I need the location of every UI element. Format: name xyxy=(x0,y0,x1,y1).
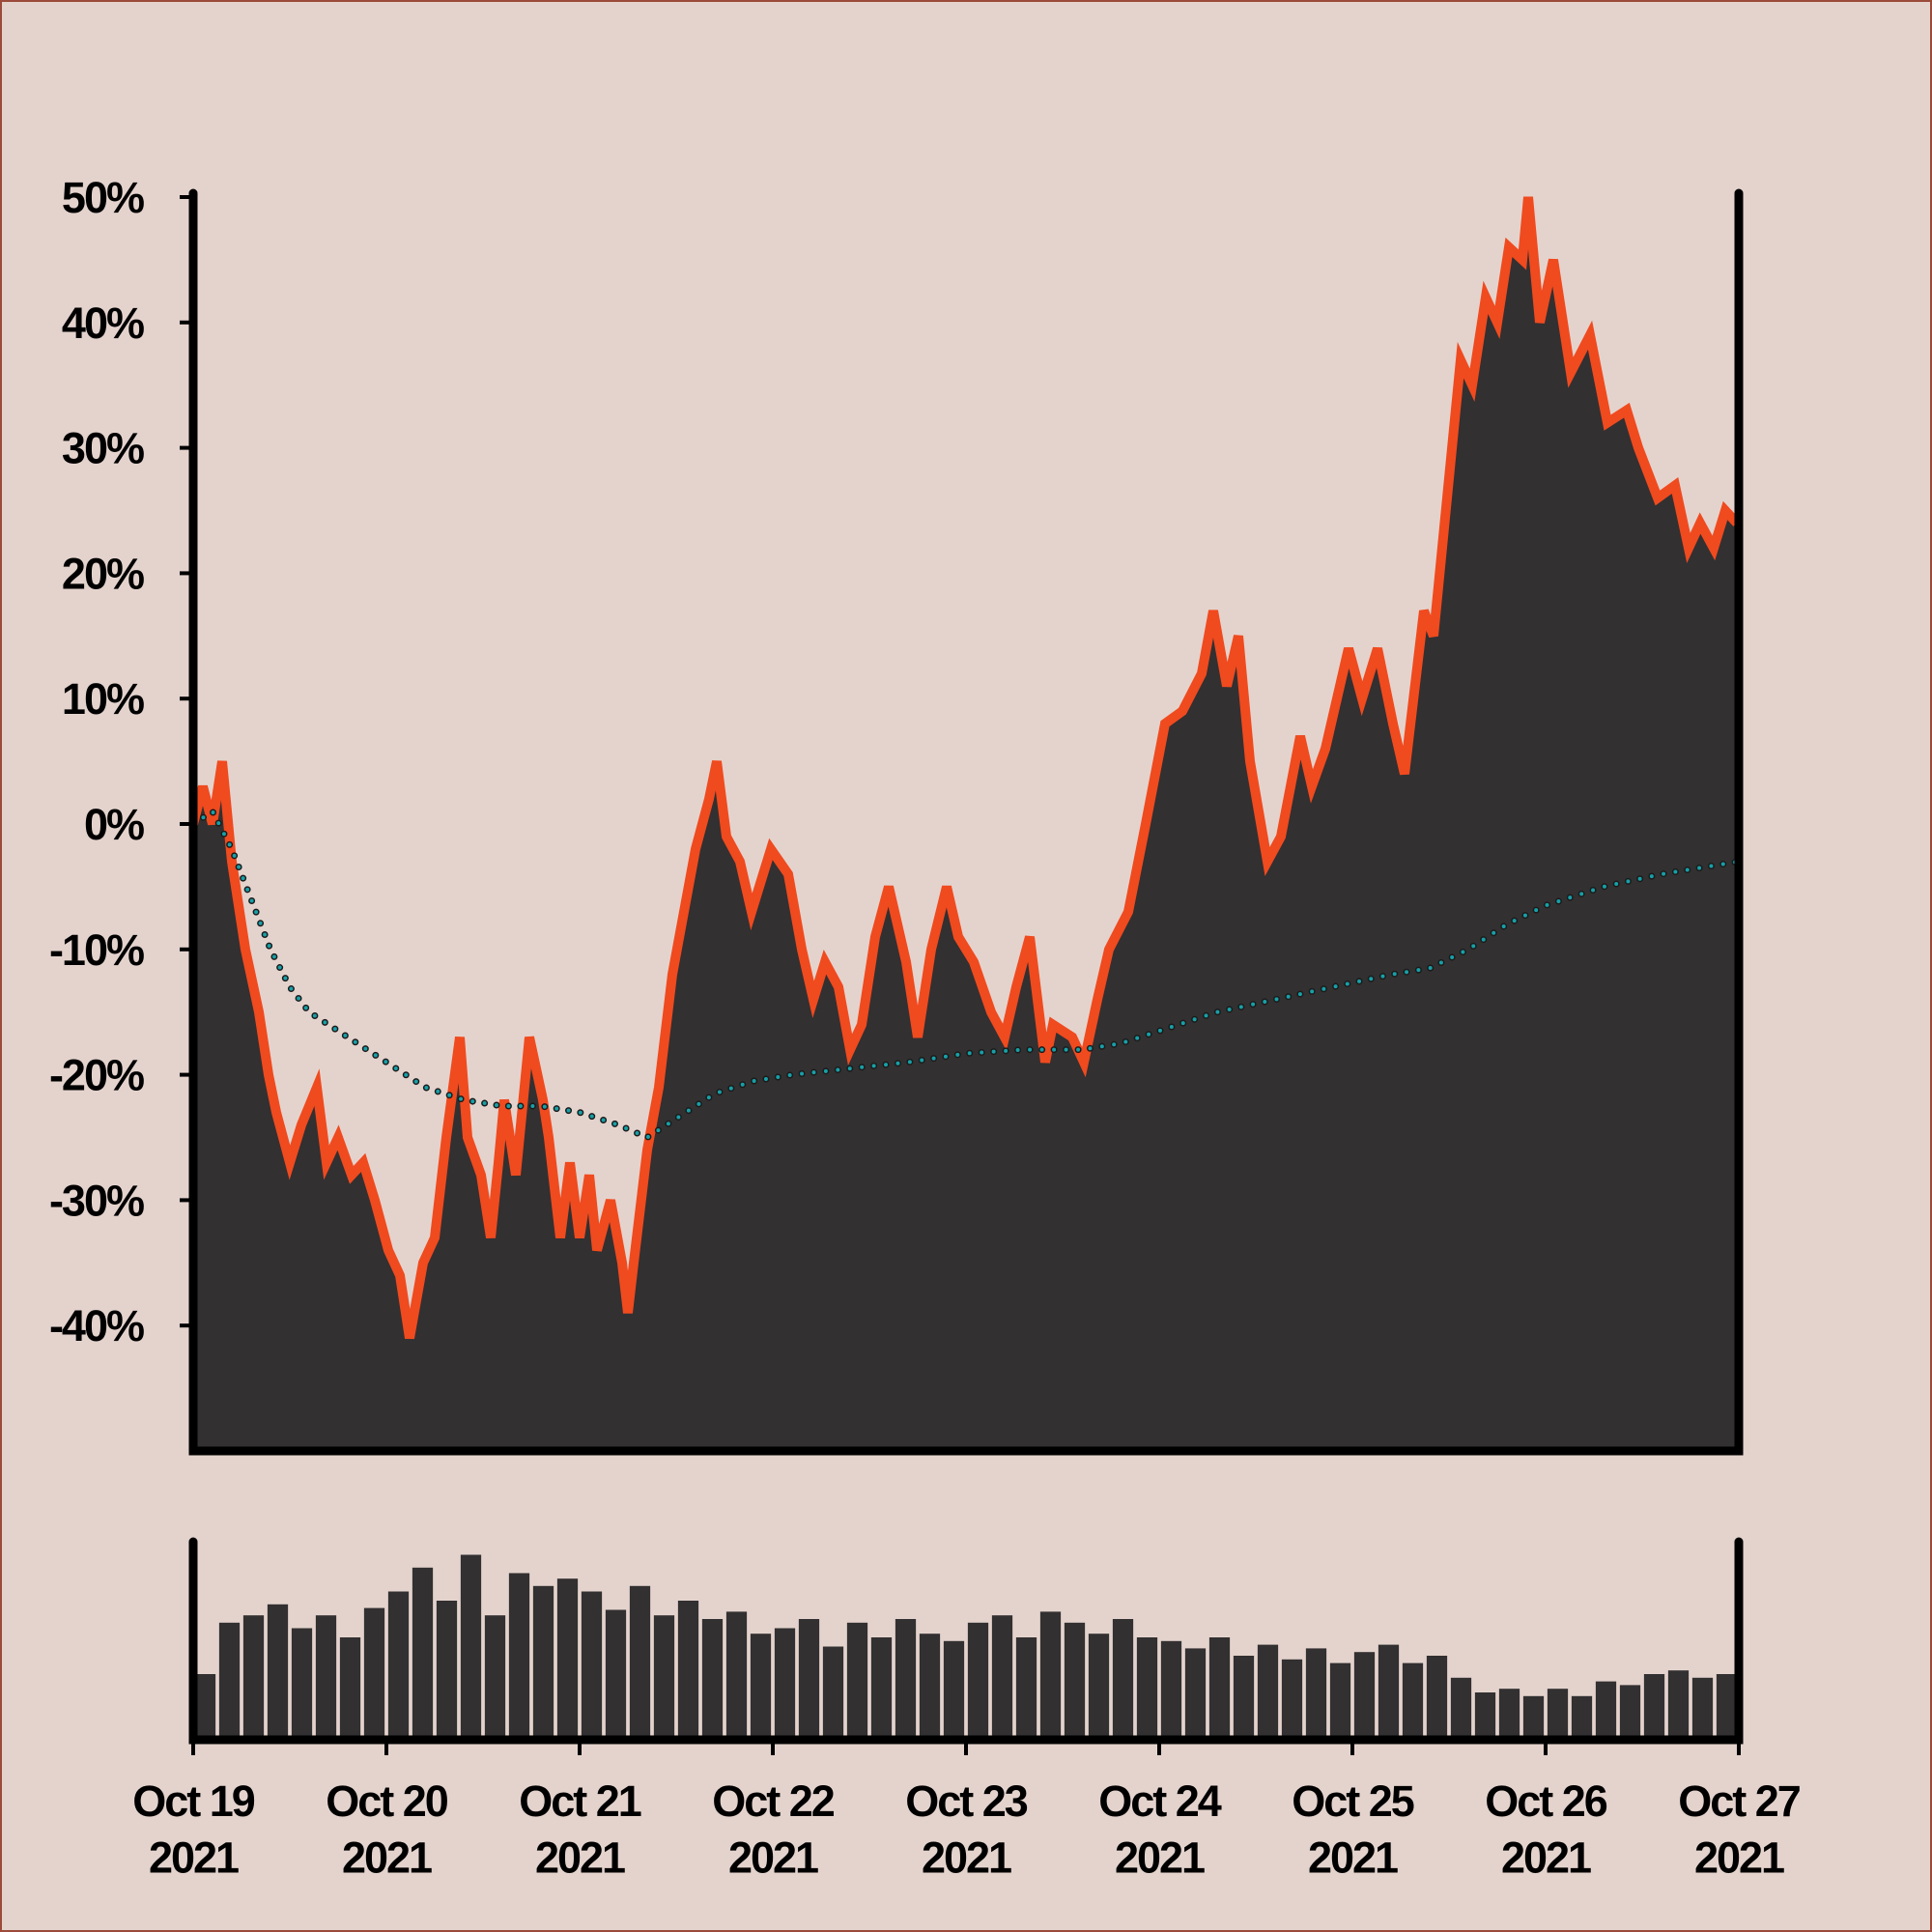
volume-bar xyxy=(508,1573,530,1740)
volume-bar xyxy=(725,1611,748,1740)
x-tick-label: Oct 25 2021 xyxy=(1292,1776,1414,1883)
volume-bar xyxy=(1112,1619,1134,1740)
volume-bar xyxy=(991,1615,1013,1740)
volume-bar xyxy=(1064,1622,1086,1740)
volume-bar xyxy=(822,1646,844,1740)
volume-bar xyxy=(967,1622,989,1740)
volume-bar xyxy=(1619,1685,1641,1740)
volume-bar xyxy=(653,1615,675,1740)
y-tick-label: 40% xyxy=(62,298,144,348)
volume-bar xyxy=(436,1601,458,1740)
volume-bar xyxy=(267,1604,289,1740)
x-tick-label: Oct 21 2021 xyxy=(519,1776,641,1883)
price-line xyxy=(188,196,1741,1340)
y-tick-label: 20% xyxy=(62,549,144,598)
volume-bar xyxy=(1667,1670,1690,1740)
volume-bar xyxy=(677,1601,699,1740)
average-line xyxy=(191,809,1741,1140)
volume-bar xyxy=(363,1607,385,1740)
volume-bar xyxy=(291,1628,313,1740)
volume-bar xyxy=(870,1637,893,1740)
volume-bar xyxy=(1353,1652,1376,1740)
volume-bar xyxy=(1691,1677,1714,1740)
volume-bar xyxy=(242,1615,265,1740)
volume-bar xyxy=(798,1619,820,1740)
volume-bar xyxy=(1474,1692,1496,1740)
volume-bar xyxy=(1233,1656,1255,1740)
volume-bar xyxy=(1208,1637,1231,1740)
volume-bar xyxy=(532,1585,554,1740)
volume-bar xyxy=(1402,1662,1424,1740)
x-tick-label: Oct 22 2021 xyxy=(712,1776,835,1883)
volume-bar xyxy=(412,1567,434,1740)
volume-bar xyxy=(846,1622,868,1740)
volume-bar xyxy=(1571,1695,1593,1740)
volume-bar xyxy=(701,1619,724,1740)
y-tick-label: 10% xyxy=(62,674,144,724)
volume-bar xyxy=(387,1591,410,1740)
y-tick-label: 30% xyxy=(62,424,144,473)
volume-bar xyxy=(895,1619,917,1740)
x-tick-label: Oct 26 2021 xyxy=(1485,1776,1607,1883)
volume-bar xyxy=(1378,1644,1400,1740)
y-tick-label: -40% xyxy=(49,1301,144,1350)
volume-bar xyxy=(1716,1674,1738,1740)
x-tick-label: Oct 23 2021 xyxy=(905,1776,1028,1883)
volume-bar xyxy=(194,1674,216,1740)
x-tick-label: Oct 20 2021 xyxy=(326,1776,448,1883)
volume-bar xyxy=(750,1634,772,1740)
volume-bar xyxy=(218,1622,241,1740)
volume-frame xyxy=(188,1537,1744,1745)
volume-bar xyxy=(1522,1695,1545,1740)
volume-bar xyxy=(556,1578,579,1740)
volume-bar xyxy=(581,1591,603,1740)
volume-bar xyxy=(1329,1662,1351,1740)
volume-bar xyxy=(1643,1674,1665,1740)
volume-bar xyxy=(1088,1634,1110,1740)
volume-bar xyxy=(1450,1677,1472,1740)
y-tick-label: -20% xyxy=(49,1051,144,1100)
volume-bar xyxy=(1426,1656,1448,1740)
y-tick-label: 0% xyxy=(84,800,144,849)
volume-bar xyxy=(629,1585,651,1740)
volume-bar xyxy=(1039,1611,1062,1740)
area-fill xyxy=(193,197,1737,1451)
axis-frame xyxy=(188,188,1744,1456)
volume-bar xyxy=(1160,1640,1182,1740)
volume-bar xyxy=(919,1634,941,1740)
volume-bar xyxy=(315,1615,337,1740)
volume-bar xyxy=(1498,1689,1520,1740)
y-tick-label: -10% xyxy=(49,925,144,975)
volume-bar xyxy=(1015,1637,1037,1740)
volume-bar xyxy=(460,1554,482,1740)
volume-bar xyxy=(1305,1648,1327,1740)
volume-bar xyxy=(1595,1681,1617,1740)
volume-bar xyxy=(943,1640,965,1740)
x-tick-label: Oct 27 2021 xyxy=(1678,1776,1801,1883)
volume-bar xyxy=(339,1637,361,1740)
volume-bar xyxy=(605,1609,627,1740)
y-tick-label: -30% xyxy=(49,1176,144,1225)
volume-bar xyxy=(1184,1648,1207,1740)
volume-bar xyxy=(1281,1659,1303,1740)
volume-bar xyxy=(774,1628,796,1740)
x-tick-label: Oct 19 2021 xyxy=(132,1776,255,1883)
x-tick-label: Oct 24 2021 xyxy=(1098,1776,1222,1883)
volume-bar xyxy=(1547,1689,1569,1740)
volume-bar xyxy=(484,1615,506,1740)
volume-bar xyxy=(1136,1637,1158,1740)
y-tick-label: 50% xyxy=(62,173,144,222)
volume-bar xyxy=(1257,1644,1279,1740)
